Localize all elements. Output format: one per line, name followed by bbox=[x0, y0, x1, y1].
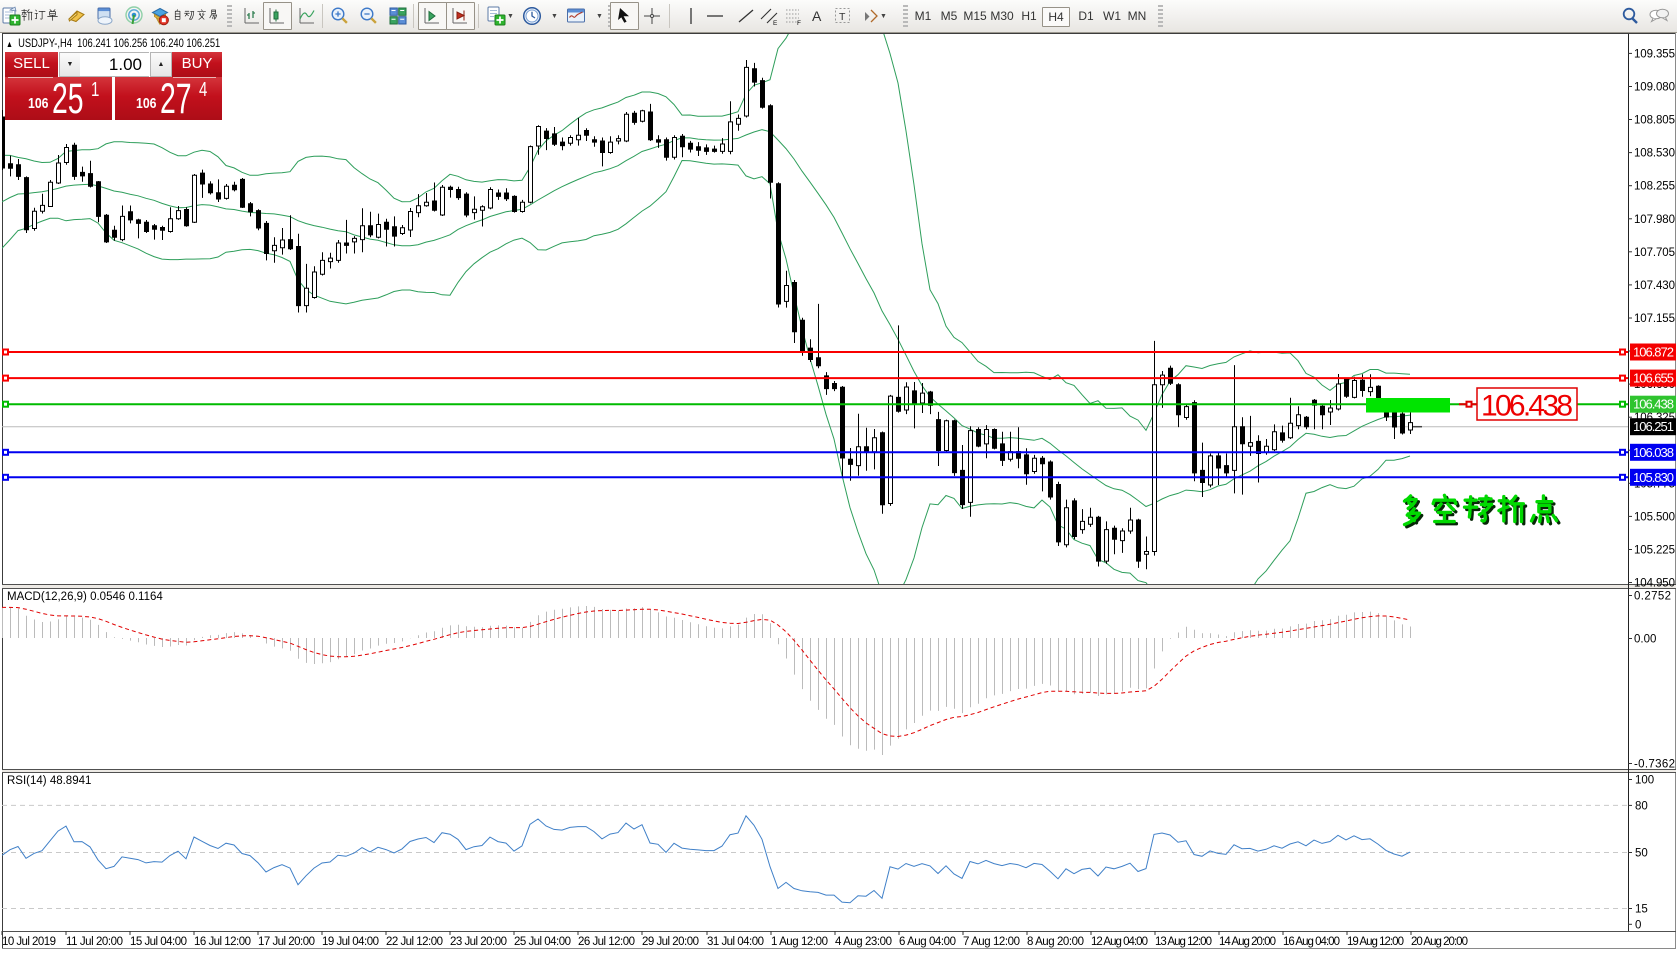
svg-text:108.530: 108.530 bbox=[1634, 148, 1675, 160]
svg-text:E: E bbox=[773, 20, 778, 26]
svg-text:13 Aug 12:00: 13 Aug 12:00 bbox=[1155, 936, 1212, 948]
svg-text:0.00: 0.00 bbox=[1634, 634, 1656, 646]
svg-text:8 Aug 20:00: 8 Aug 20:00 bbox=[1027, 936, 1084, 948]
svg-text:107.155: 107.155 bbox=[1634, 313, 1675, 325]
svg-text:7 Aug 12:00: 7 Aug 12:00 bbox=[963, 936, 1020, 948]
svg-text:108.255: 108.255 bbox=[1634, 181, 1675, 193]
svg-text:26 Jul 12:00: 26 Jul 12:00 bbox=[578, 936, 635, 948]
svg-text:16 Aug 04:00: 16 Aug 04:00 bbox=[1283, 936, 1340, 948]
svg-text:23 Jul 20:00: 23 Jul 20:00 bbox=[450, 936, 507, 948]
svg-text:106.251: 106.251 bbox=[1633, 419, 1674, 434]
svg-text:20 Aug 20:00: 20 Aug 20:00 bbox=[1411, 936, 1468, 948]
svg-text:22 Jul 12:00: 22 Jul 12:00 bbox=[386, 936, 443, 948]
svg-text:10 Jul 2019: 10 Jul 2019 bbox=[2, 936, 56, 948]
svg-text:106.655: 106.655 bbox=[1633, 371, 1674, 386]
svg-text:12 Aug 04:00: 12 Aug 04:00 bbox=[1091, 936, 1148, 948]
svg-text:15 Jul 04:00: 15 Jul 04:00 bbox=[130, 936, 187, 948]
svg-text:11 Jul 20:00: 11 Jul 20:00 bbox=[66, 936, 123, 948]
svg-text:15: 15 bbox=[1635, 904, 1648, 916]
svg-text:107.705: 107.705 bbox=[1634, 247, 1675, 259]
svg-text:109.355: 109.355 bbox=[1634, 48, 1675, 60]
svg-text:106.438: 106.438 bbox=[1481, 390, 1573, 423]
svg-text:109.080: 109.080 bbox=[1634, 82, 1675, 94]
svg-text:6 Aug 04:00: 6 Aug 04:00 bbox=[899, 936, 956, 948]
svg-text:25 Jul 04:00: 25 Jul 04:00 bbox=[514, 936, 571, 948]
svg-text:29 Jul 20:00: 29 Jul 20:00 bbox=[642, 936, 699, 948]
svg-text:106.438: 106.438 bbox=[1633, 397, 1674, 412]
svg-text:100: 100 bbox=[1635, 775, 1654, 787]
svg-text:-0.7362: -0.7362 bbox=[1634, 759, 1675, 771]
svg-text:31 Jul 04:00: 31 Jul 04:00 bbox=[707, 936, 764, 948]
svg-text:107.430: 107.430 bbox=[1634, 280, 1675, 292]
svg-text:RSI(14) 48.8941: RSI(14) 48.8941 bbox=[7, 775, 91, 787]
svg-text:1 Aug 12:00: 1 Aug 12:00 bbox=[771, 936, 828, 948]
svg-text:106.038: 106.038 bbox=[1633, 445, 1674, 460]
svg-text:105.225: 105.225 bbox=[1634, 545, 1675, 557]
svg-text:17 Jul 20:00: 17 Jul 20:00 bbox=[258, 936, 315, 948]
svg-text:50: 50 bbox=[1635, 848, 1648, 860]
svg-text:16 Jul 12:00: 16 Jul 12:00 bbox=[194, 936, 251, 948]
svg-text:T: T bbox=[839, 11, 846, 23]
svg-text:104.950: 104.950 bbox=[1634, 578, 1675, 590]
svg-text:108.805: 108.805 bbox=[1634, 115, 1675, 127]
svg-text:105.500: 105.500 bbox=[1634, 511, 1675, 523]
svg-text:4 Aug 23:00: 4 Aug 23:00 bbox=[835, 936, 892, 948]
svg-text:105.830: 105.830 bbox=[1633, 470, 1674, 485]
svg-text:19 Jul 04:00: 19 Jul 04:00 bbox=[322, 936, 379, 948]
svg-text:106.872: 106.872 bbox=[1633, 345, 1674, 360]
svg-text:MACD(12,26,9) 0.0546 0.1164: MACD(12,26,9) 0.0546 0.1164 bbox=[7, 591, 163, 603]
svg-text:0.2752: 0.2752 bbox=[1634, 591, 1671, 603]
svg-text:14 Aug 20:00: 14 Aug 20:00 bbox=[1219, 936, 1276, 948]
svg-text:F: F bbox=[797, 20, 801, 26]
svg-text:80: 80 bbox=[1635, 800, 1648, 812]
svg-text:107.980: 107.980 bbox=[1634, 214, 1675, 226]
svg-text:19 Aug 12:00: 19 Aug 12:00 bbox=[1347, 936, 1404, 948]
svg-text:0: 0 bbox=[1635, 919, 1641, 931]
